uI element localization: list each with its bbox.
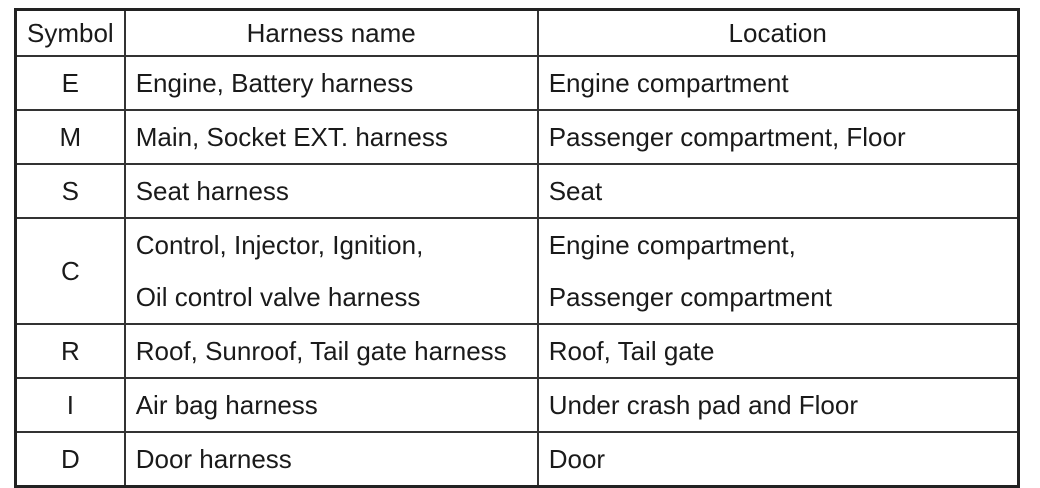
location-cell-line: Passenger compartment	[548, 282, 832, 312]
name-cell-line: Seat harness	[135, 176, 289, 206]
name-cell-line: Roof, Sunroof, Tail gate harness	[135, 336, 507, 366]
header-symbol: Symbol	[14, 8, 126, 57]
location-cell: Engine compartment, Passenger compartment	[536, 217, 1020, 325]
symbol-cell: D	[14, 431, 126, 488]
location-cell-line: Door	[548, 444, 606, 474]
symbol-cell: E	[14, 55, 126, 111]
location-cell-line: Under crash pad and Floor	[548, 390, 858, 420]
header-location: Location	[536, 8, 1020, 57]
location-cell: Roof, Tail gate	[536, 323, 1020, 379]
name-cell: Roof, Sunroof, Tail gate harness	[123, 323, 539, 379]
location-cell-line: Engine compartment	[548, 68, 789, 98]
name-cell-line: Air bag harness	[135, 390, 318, 420]
header-harness-name: Harness name	[123, 8, 539, 57]
symbol-cell: S	[14, 163, 126, 219]
name-cell: Door harness	[123, 431, 539, 488]
location-cell-line: Seat	[548, 176, 603, 206]
name-cell-line: Main, Socket EXT. harness	[135, 122, 448, 152]
harness-table: Symbol Harness name Location E Engine, Ba…	[14, 8, 1020, 488]
location-cell: Seat	[536, 163, 1020, 219]
table-row: D Door harness Door	[14, 431, 1020, 488]
location-cell: Passenger compartment, Floor	[536, 109, 1020, 165]
name-cell-line: Oil control valve harness	[135, 282, 421, 312]
table-row: I Air bag harness Under crash pad and Floo…	[14, 377, 1020, 433]
location-cell-line: Engine compartment,	[548, 230, 796, 260]
location-cell-line: Roof, Tail gate	[548, 336, 715, 366]
name-cell-line: Door harness	[135, 444, 292, 474]
location-cell-line: Passenger compartment, Floor	[548, 122, 906, 152]
name-cell-line: Control, Injector, Ignition,	[135, 230, 424, 260]
table-row: E Engine, Battery harness Engine compartme…	[14, 55, 1020, 111]
name-cell: Control, Injector, Ignition, Oil control …	[123, 217, 539, 325]
symbol-cell: I	[14, 377, 126, 433]
name-cell: Air bag harness	[123, 377, 539, 433]
name-cell-line: Engine, Battery harness	[135, 68, 414, 98]
name-cell: Main, Socket EXT. harness	[123, 109, 539, 165]
table-row: S Seat harness Seat	[14, 163, 1020, 219]
location-cell: Engine compartment	[536, 55, 1020, 111]
symbol-cell: C	[14, 217, 126, 325]
location-cell: Door	[536, 431, 1020, 488]
table-row: C Control, Injector, Ignition, Oil control…	[14, 217, 1020, 325]
symbol-cell: R	[14, 323, 126, 379]
name-cell: Engine, Battery harness	[123, 55, 539, 111]
symbol-cell: M	[14, 109, 126, 165]
name-cell: Seat harness	[123, 163, 539, 219]
table-row: M Main, Socket EXT. harness Passenger comp…	[14, 109, 1020, 165]
location-cell: Under crash pad and Floor	[536, 377, 1020, 433]
header-row: Symbol Harness name Location	[14, 8, 1020, 57]
table-row: R Roof, Sunroof, Tail gate harness Roof, T…	[14, 323, 1020, 379]
